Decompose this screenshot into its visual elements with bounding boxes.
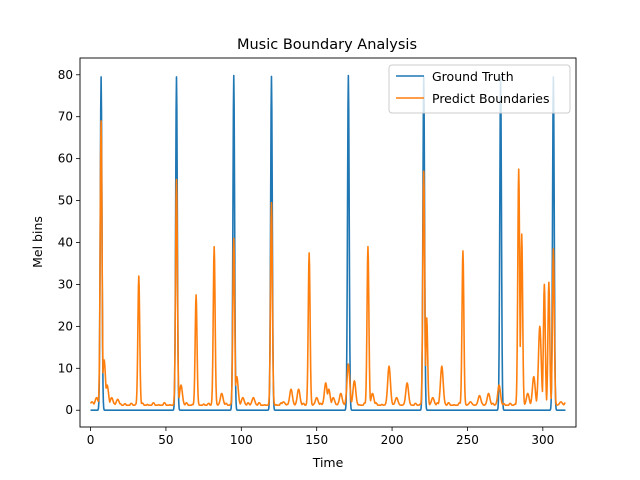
y-tick-label: 30 bbox=[58, 277, 73, 291]
chart-title: Music Boundary Analysis bbox=[237, 37, 417, 53]
x-tick-label: 100 bbox=[230, 433, 253, 447]
x-axis-label: Time bbox=[312, 455, 344, 470]
series-line-ground-truth bbox=[90, 74, 566, 412]
y-tick-label: 0 bbox=[65, 403, 73, 417]
legend-box bbox=[388, 64, 571, 114]
y-tick-label: 60 bbox=[58, 152, 73, 166]
legend-label-ground-truth: Ground Truth bbox=[432, 69, 514, 84]
plot-area: 0 50 100 150 200 250 300 0 10 20 30 40 50 60 70 80 bbox=[58, 57, 577, 447]
y-tick-label: 10 bbox=[58, 361, 73, 375]
series-line-predict-boundaries bbox=[89, 120, 566, 407]
y-tick-label: 20 bbox=[58, 319, 73, 333]
x-tick-label: 150 bbox=[305, 433, 328, 447]
x-tick-label: 200 bbox=[381, 433, 404, 447]
series-layer bbox=[89, 74, 566, 412]
y-tick-label: 50 bbox=[58, 194, 73, 208]
y-tick-label: 70 bbox=[58, 110, 73, 124]
x-tick-label: 50 bbox=[158, 433, 173, 447]
x-tick-label: 250 bbox=[456, 433, 479, 447]
legend: Ground Truth Predict Boundaries bbox=[388, 64, 571, 114]
x-tick-label: 300 bbox=[531, 433, 554, 447]
legend-label-predict-boundaries: Predict Boundaries bbox=[432, 91, 550, 106]
y-tick-label: 80 bbox=[58, 68, 73, 82]
y-tick-label: 40 bbox=[58, 236, 73, 250]
y-axis-label: Mel bins bbox=[30, 216, 45, 268]
x-tick-label: 0 bbox=[87, 433, 95, 447]
x-axis: 0 50 100 150 200 250 300 bbox=[87, 427, 554, 447]
y-axis: 0 10 20 30 40 50 60 70 80 bbox=[58, 68, 80, 417]
